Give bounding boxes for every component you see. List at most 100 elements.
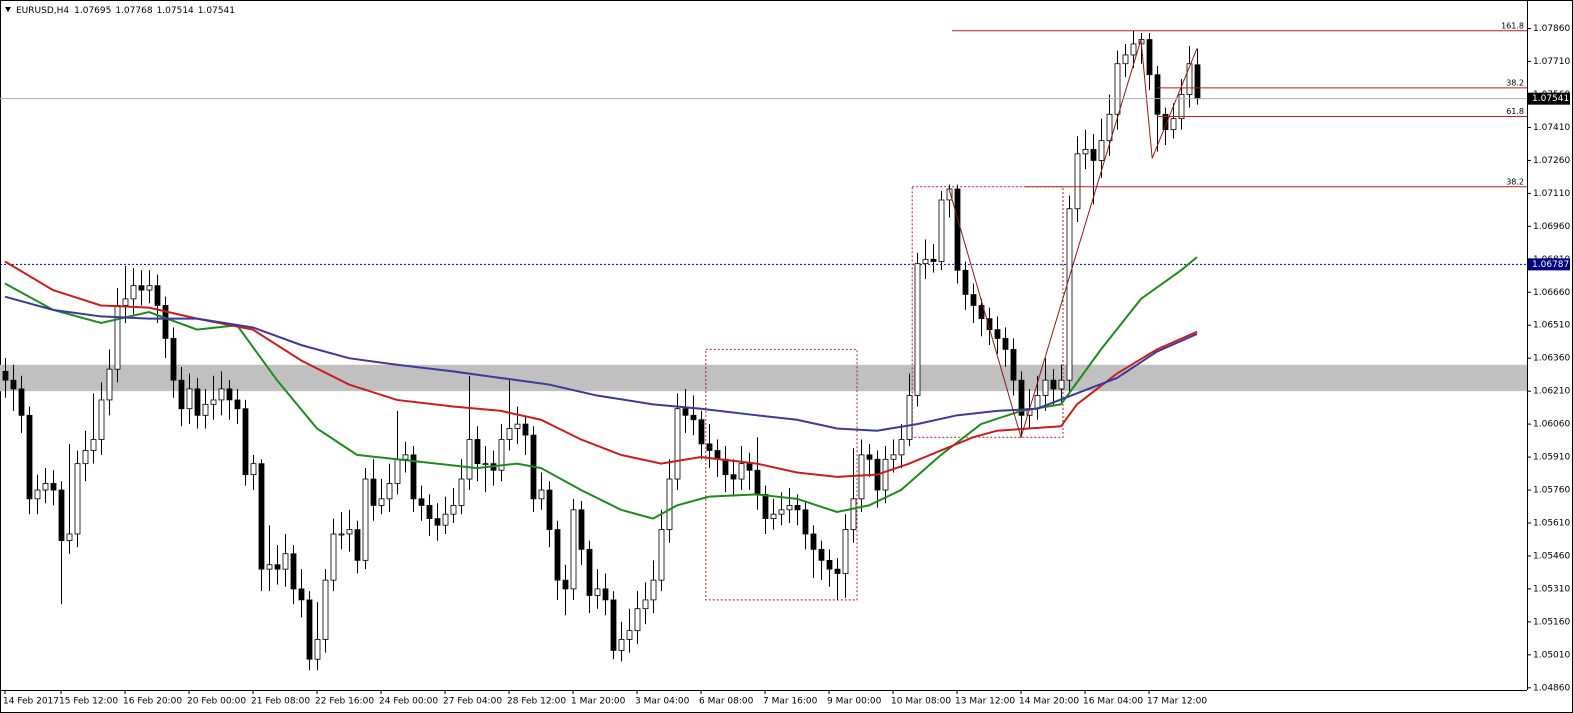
dashed-box bbox=[705, 348, 858, 601]
candle-body bbox=[978, 305, 985, 320]
x-tick-label: 16 Mar 04:00 bbox=[1083, 697, 1143, 707]
candle-body bbox=[970, 294, 977, 306]
candle-body bbox=[994, 329, 1001, 339]
candle-body bbox=[834, 568, 841, 574]
candle-body bbox=[1106, 113, 1113, 142]
candle-body bbox=[498, 439, 505, 471]
candle-body bbox=[554, 529, 561, 581]
candle-body bbox=[1058, 379, 1065, 390]
candle-body bbox=[898, 439, 905, 456]
candle-body bbox=[378, 498, 385, 506]
candle-body bbox=[610, 599, 617, 651]
candle-body bbox=[154, 285, 161, 306]
candle-body bbox=[434, 518, 441, 526]
candle-body bbox=[474, 439, 481, 465]
candle-body bbox=[746, 463, 753, 471]
candle-body bbox=[562, 579, 569, 590]
candle-body bbox=[618, 639, 625, 651]
candle-body bbox=[658, 529, 665, 581]
candle-body bbox=[290, 553, 297, 590]
y-tick-label: 1.07260 bbox=[1533, 156, 1570, 166]
candle-body bbox=[1146, 39, 1153, 76]
candle-body bbox=[266, 564, 273, 570]
symbol: EURUSD,H4 bbox=[16, 6, 69, 16]
candle-body bbox=[298, 588, 305, 601]
candle-body bbox=[258, 463, 265, 570]
candle-body bbox=[274, 564, 281, 570]
candle-body bbox=[34, 489, 41, 500]
y-tick-label: 1.06060 bbox=[1533, 420, 1570, 430]
candle-body bbox=[786, 505, 793, 511]
candle-body bbox=[666, 478, 673, 530]
candle-body bbox=[1194, 64, 1201, 100]
y-tick-label: 1.07110 bbox=[1533, 189, 1570, 199]
candle-body bbox=[730, 474, 737, 480]
candle-body bbox=[354, 529, 361, 561]
candle-body bbox=[1186, 63, 1193, 95]
level-price-label: 1.06787 bbox=[1532, 260, 1569, 270]
bid-price-label: 1.07541 bbox=[1532, 94, 1569, 104]
x-tick-label: 6 Mar 08:00 bbox=[699, 697, 754, 707]
y-tick-label: 1.05160 bbox=[1533, 617, 1570, 627]
candle-body bbox=[242, 408, 249, 476]
candle-body bbox=[1162, 113, 1169, 131]
candle-body bbox=[514, 423, 521, 429]
fib-label: 38.2 bbox=[1506, 78, 1524, 87]
y-tick-label: 1.06360 bbox=[1533, 354, 1570, 364]
candle-body bbox=[194, 388, 201, 416]
candle-body bbox=[98, 399, 105, 440]
candle-body bbox=[538, 489, 545, 500]
candle-body bbox=[1098, 140, 1105, 161]
candle-body bbox=[1122, 54, 1129, 65]
candle-body bbox=[522, 423, 529, 436]
candle-body bbox=[346, 529, 353, 535]
y-tick-label: 1.05310 bbox=[1533, 584, 1570, 594]
candle-body bbox=[2, 370, 9, 381]
candle-body bbox=[570, 509, 577, 590]
candle-body bbox=[66, 533, 73, 541]
candle-body bbox=[418, 498, 425, 506]
candle-body bbox=[450, 505, 457, 515]
candle-body bbox=[810, 533, 817, 550]
x-tick-label: 10 Mar 08:00 bbox=[891, 697, 951, 707]
candle-body bbox=[882, 458, 889, 491]
candle-body bbox=[106, 368, 113, 401]
candle-body bbox=[386, 483, 393, 500]
candle-body bbox=[202, 403, 209, 416]
x-tick-label: 9 Mar 00:00 bbox=[827, 697, 882, 707]
candle-body bbox=[738, 463, 745, 480]
symbol-menu-arrow[interactable] bbox=[5, 7, 11, 12]
candle-body bbox=[338, 533, 345, 536]
candle-body bbox=[1050, 379, 1057, 390]
candle-body bbox=[186, 388, 193, 410]
candle-body bbox=[858, 454, 865, 500]
x-tick-label: 21 Feb 08:00 bbox=[251, 697, 310, 707]
candle-body bbox=[706, 443, 713, 451]
candle-body bbox=[594, 588, 601, 596]
y-tick-label: 1.05610 bbox=[1533, 518, 1570, 528]
y-tick-label: 1.05460 bbox=[1533, 551, 1570, 561]
candle-body bbox=[90, 439, 97, 451]
y-tick-label: 1.05010 bbox=[1533, 650, 1570, 660]
header-low: 1.07514 bbox=[157, 6, 194, 16]
candle-body bbox=[394, 458, 401, 484]
y-tick-label: 1.05760 bbox=[1533, 486, 1570, 496]
x-tick-label: 28 Feb 12:00 bbox=[507, 697, 566, 707]
candle-body bbox=[1042, 379, 1049, 396]
candle-body bbox=[330, 533, 337, 581]
y-tick-label: 1.06960 bbox=[1533, 222, 1570, 232]
chart-header: EURUSD,H4 1.07695 1.07768 1.07514 1.07541 bbox=[16, 6, 235, 16]
x-tick-label: 27 Feb 04:00 bbox=[443, 697, 502, 707]
candle-body bbox=[138, 285, 145, 291]
x-tick-label: 24 Feb 00:00 bbox=[379, 697, 438, 707]
candle-body bbox=[250, 463, 257, 476]
x-tick-label: 17 Mar 12:00 bbox=[1147, 697, 1207, 707]
candle-body bbox=[410, 454, 417, 500]
candle-body bbox=[650, 579, 657, 601]
header-close: 1.07541 bbox=[198, 6, 235, 16]
candle-body bbox=[922, 258, 929, 265]
candle-body bbox=[234, 399, 241, 410]
candle-body bbox=[26, 414, 33, 500]
candle-body bbox=[218, 388, 225, 401]
